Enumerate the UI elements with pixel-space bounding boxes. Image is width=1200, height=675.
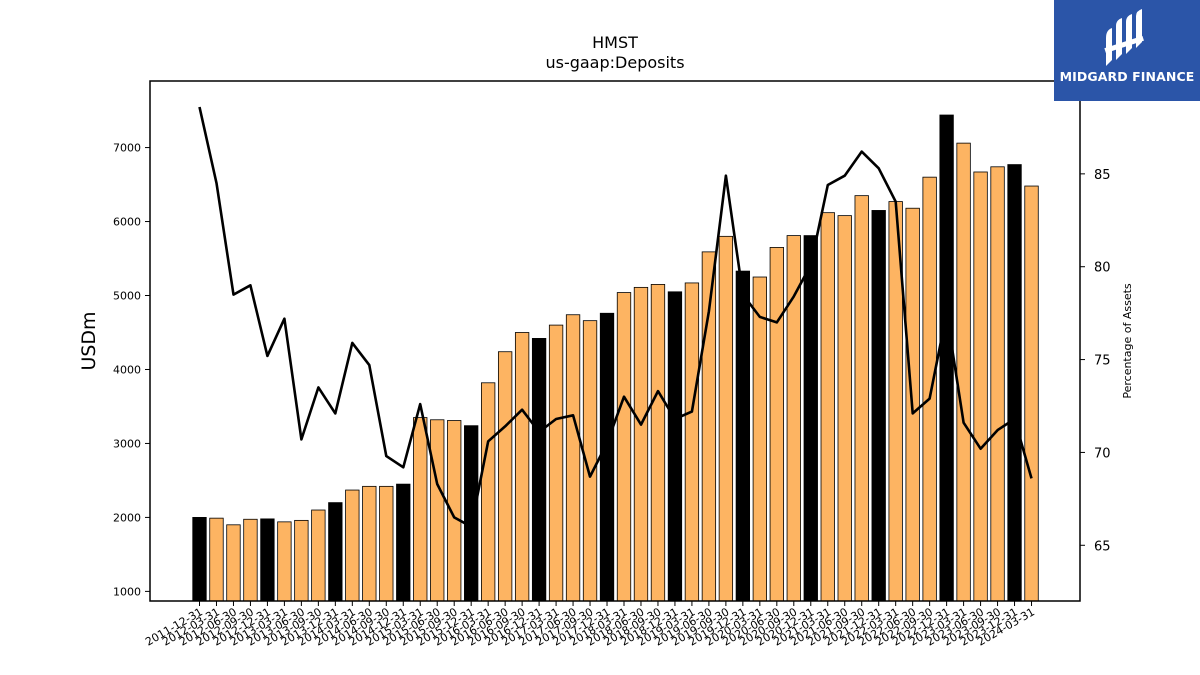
bar-2023-06-30 <box>973 171 988 602</box>
pct-of-assets-line <box>198 106 1033 529</box>
bar-2014-06-30 <box>362 485 377 602</box>
bar-2012-12-31 <box>260 518 275 602</box>
bar-2014-03-31 <box>345 489 360 602</box>
brand-name: MIDGARD FINANCE <box>1059 69 1195 84</box>
y-tick-label: 6000 <box>113 216 141 229</box>
bar-series <box>192 114 1039 602</box>
y-tick-label: 1000 <box>113 585 141 598</box>
y2-tick-label: 85 <box>1094 168 1111 183</box>
y2-axis-label: Percentage of Assets <box>1121 283 1134 399</box>
bar-2022-09-30 <box>922 176 937 602</box>
bar-2018-12-31 <box>667 291 683 602</box>
bar-2018-03-31 <box>616 292 632 602</box>
bar-2018-09-30 <box>650 284 666 602</box>
bar-2020-12-31 <box>803 235 818 602</box>
bar-2021-03-31 <box>820 212 835 602</box>
bar-2015-03-31 <box>413 417 428 602</box>
bar-2024-03-31 <box>1024 185 1039 602</box>
bar-2019-12-31 <box>735 270 751 602</box>
bar-2012-09-30 <box>243 518 258 602</box>
bar-2013-12-31 <box>328 502 343 602</box>
line-series <box>198 106 1033 529</box>
y-tick-label: 2000 <box>113 511 141 524</box>
bar-2021-12-31 <box>871 210 886 602</box>
y-tick-label: 4000 <box>113 363 141 376</box>
y2-tick-label: 65 <box>1094 539 1111 554</box>
bar-2014-09-30 <box>379 485 394 602</box>
y2-tick-label: 80 <box>1094 261 1111 276</box>
y-tick-label: 5000 <box>113 290 141 303</box>
bar-2023-09-30 <box>990 166 1005 602</box>
y2-axis: 65 70 75 80 85 <box>1080 168 1111 554</box>
bar-2011-12-31 <box>192 517 207 602</box>
bar-2023-12-31 <box>1007 164 1022 602</box>
bar-2013-06-30 <box>294 519 309 602</box>
bar-2016-09-30 <box>514 332 530 602</box>
bar-2017-03-31 <box>548 324 564 602</box>
bar-2019-09-30 <box>718 235 734 602</box>
brand-logo: MIDGARD FINANCE <box>1054 0 1200 101</box>
bar-2021-06-30 <box>837 215 852 602</box>
bar-2016-12-31 <box>531 338 547 602</box>
y-axis: 1000 2000 3000 4000 5000 6000 7000 <box>113 142 150 598</box>
y-tick-label: 7000 <box>113 142 141 155</box>
bar-2017-12-31 <box>599 312 615 602</box>
bar-2020-03-31 <box>752 276 767 602</box>
bar-2017-06-30 <box>565 314 581 602</box>
bar-2013-03-31 <box>277 521 292 602</box>
bar-2015-06-30 <box>430 419 445 602</box>
chart-subtitle: us-gaap:Deposits <box>545 53 684 72</box>
bar-2012-06-30 <box>226 524 241 602</box>
y-axis-label: USDm <box>78 311 100 370</box>
bar-2013-09-30 <box>311 509 326 602</box>
bar-2020-06-30 <box>769 247 784 602</box>
bar-2019-03-31 <box>684 282 700 602</box>
midgard-logo-icon <box>1104 9 1144 66</box>
bar-2016-03-31 <box>481 382 496 602</box>
chart-title: HMST <box>592 33 638 52</box>
bar-2015-12-31 <box>464 425 479 602</box>
y2-tick-label: 70 <box>1094 446 1111 461</box>
bar-2020-09-30 <box>786 235 801 602</box>
y-tick-label: 3000 <box>113 437 141 450</box>
bar-2012-03-31 <box>209 517 224 602</box>
x-axis: 2011-12-312012-03-312012-06-302012-09-30… <box>143 601 1037 649</box>
bar-2018-06-30 <box>633 286 649 602</box>
plot-frame <box>149 80 1081 602</box>
bar-2022-12-31 <box>939 114 954 602</box>
bar-2016-06-30 <box>497 351 513 602</box>
bar-2014-12-31 <box>396 483 411 602</box>
bar-2023-03-31 <box>956 142 971 602</box>
bar-2021-09-30 <box>854 195 869 602</box>
y2-tick-label: 75 <box>1094 354 1111 369</box>
